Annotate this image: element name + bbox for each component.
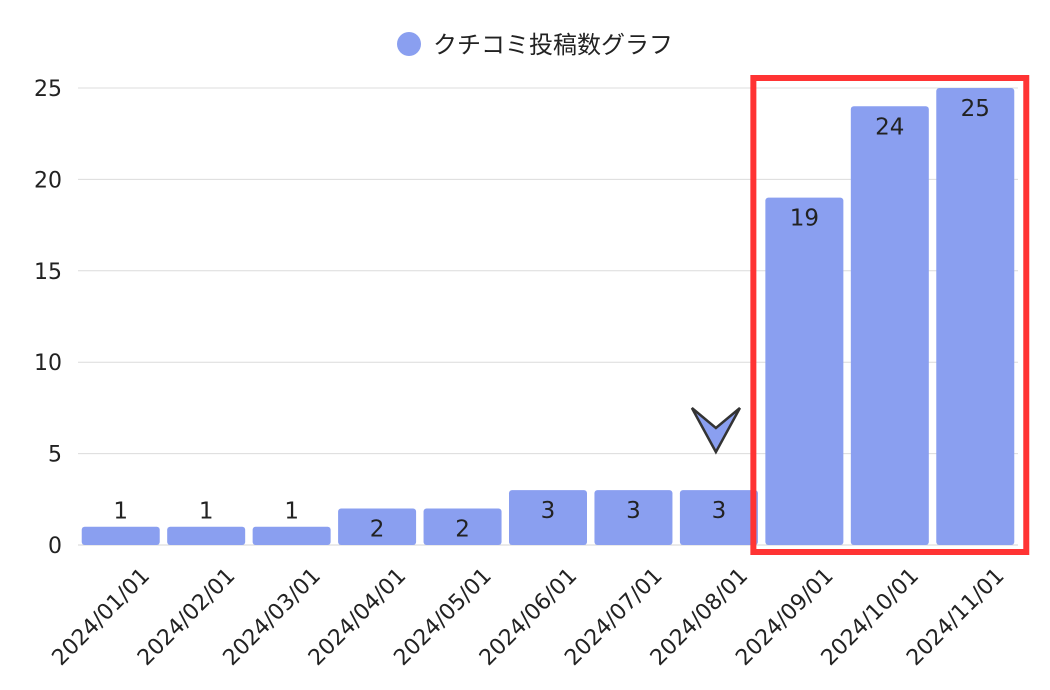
data-labels: 1 1 1 2 2 3 3 3 19 24 25 <box>113 96 990 542</box>
highlight-box <box>750 75 1030 555</box>
bar-value-label: 25 <box>961 96 990 122</box>
y-tick-label: 20 <box>34 168 62 193</box>
bar[interactable] <box>679 490 758 545</box>
annotations <box>690 75 1030 555</box>
legend[interactable]: クチコミ投稿数グラフ <box>397 31 673 59</box>
bar[interactable] <box>594 490 673 545</box>
bar-value-label: 3 <box>541 498 556 524</box>
y-tick-label: 5 <box>48 443 62 468</box>
bar[interactable] <box>765 197 844 545</box>
bar-value-label: 3 <box>712 498 727 524</box>
bar[interactable] <box>338 508 417 545</box>
legend-label: クチコミ投稿数グラフ <box>433 31 673 59</box>
y-tick-label: 10 <box>34 351 62 376</box>
bar[interactable] <box>252 526 331 545</box>
bar[interactable] <box>423 508 502 545</box>
y-tick-label: 25 <box>34 77 62 102</box>
pointer-arrow-icon <box>690 407 742 455</box>
bar[interactable] <box>167 526 246 545</box>
x-axis-ticks: 2024/01/012024/02/012024/03/012024/04/01… <box>48 564 1010 671</box>
y-tick-label: 15 <box>34 260 62 285</box>
y-axis-ticks: 0 5 10 15 20 25 <box>34 77 62 559</box>
bar-value-label: 1 <box>199 499 214 525</box>
bar-value-label: 2 <box>370 516 385 542</box>
bar-value-label: 1 <box>284 499 299 525</box>
bar[interactable] <box>936 88 1015 545</box>
bar-value-label: 3 <box>626 498 641 524</box>
bars <box>81 88 1015 545</box>
bar[interactable] <box>81 526 160 545</box>
y-tick-label: 0 <box>48 534 62 559</box>
bar-value-label: 19 <box>790 206 819 232</box>
bar[interactable] <box>850 106 929 545</box>
bar-value-label: 1 <box>113 499 128 525</box>
bar[interactable] <box>509 490 587 545</box>
legend-swatch <box>397 32 421 56</box>
bar-value-label: 24 <box>875 114 904 140</box>
bar-value-label: 2 <box>455 516 470 542</box>
